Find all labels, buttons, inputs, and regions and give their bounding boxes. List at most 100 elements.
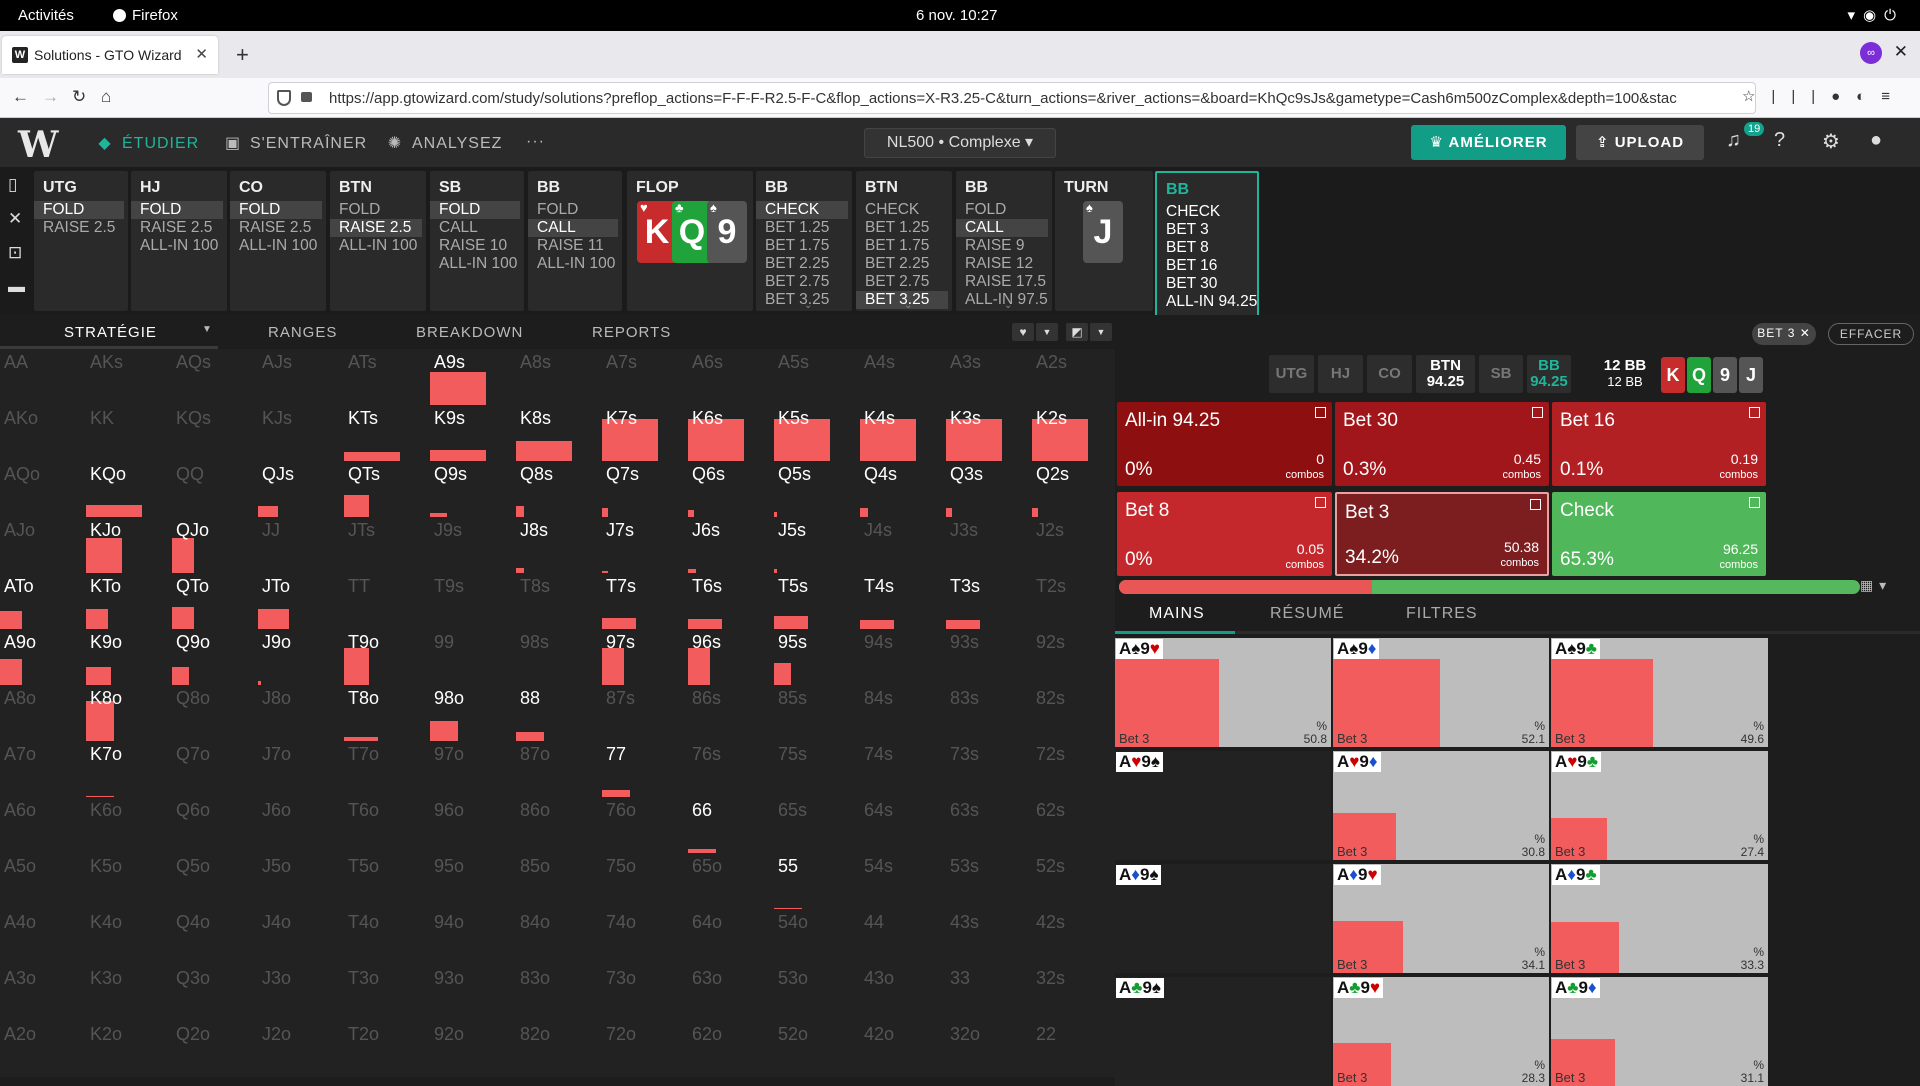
hand-cell[interactable]: 94s (860, 629, 946, 685)
hand-cell[interactable]: Q5s (774, 461, 860, 517)
hand-cell[interactable]: 83s (946, 685, 1032, 741)
hand-cell[interactable]: 85s (774, 685, 860, 741)
hand-cell[interactable]: K3o (86, 965, 172, 1021)
window-close-icon[interactable]: ✕ (1893, 42, 1908, 61)
hand-cell[interactable]: K2o (86, 1021, 172, 1077)
hand-cell[interactable]: 64o (688, 909, 774, 965)
hand-cell[interactable]: J4o (258, 909, 344, 965)
seat-hj[interactable]: HJ (1318, 355, 1363, 393)
hand-cell[interactable]: 66 (688, 797, 774, 853)
hand-cell[interactable]: J7s (602, 517, 688, 573)
tab-filters[interactable]: FILTRES (1406, 605, 1478, 622)
hand-cell[interactable]: Q6s (688, 461, 774, 517)
hand-cell[interactable]: A6o (0, 797, 86, 853)
hand-cell[interactable]: 93s (946, 629, 1032, 685)
action-column-bb[interactable]: BB FOLD CALL RAISE 11 ALL-IN 100 (528, 171, 622, 311)
hand-cell[interactable]: T7s (602, 573, 688, 629)
hand-cell[interactable]: A5o (0, 853, 86, 909)
expand-icon[interactable] (1530, 499, 1541, 510)
action-option[interactable]: BET 2.75 (765, 273, 830, 290)
hand-cell[interactable]: J8o (258, 685, 344, 741)
hand-cell[interactable]: A9o (0, 629, 86, 685)
game-type-select[interactable]: NL500 • Complexe ▾ (864, 128, 1056, 158)
reload-icon[interactable]: ↻ (72, 87, 87, 106)
hand-cell[interactable]: K8s (516, 405, 602, 461)
hand-cell[interactable]: A3s (946, 349, 1032, 405)
action-option[interactable]: CALL (528, 219, 618, 237)
action-box[interactable]: Bet 3 34.2% 50.38 combos (1335, 492, 1549, 576)
upload-button[interactable]: ⇪ UPLOAD (1576, 125, 1704, 160)
hand-cell[interactable]: 96s (688, 629, 774, 685)
action-option[interactable]: BET 16 (1166, 257, 1218, 274)
combo-cell[interactable]: A♥9♠ (1115, 751, 1331, 860)
hand-cell[interactable]: Q9s (430, 461, 516, 517)
close-icon[interactable]: ✕ (8, 209, 23, 228)
hand-cell[interactable]: Q8o (172, 685, 258, 741)
hand-cell[interactable]: A8s (516, 349, 602, 405)
hand-cell[interactable]: A9s (430, 349, 516, 405)
action-option[interactable]: FOLD (131, 201, 223, 219)
hand-cell[interactable]: K9o (86, 629, 172, 685)
combo-cell[interactable]: A♦9♥ Bet 3% 34.1 (1333, 864, 1549, 973)
hand-cell[interactable]: A2s (1032, 349, 1118, 405)
action-option[interactable]: FOLD (34, 201, 124, 219)
action-box[interactable]: Bet 16 0.1% 0.19 combos (1552, 402, 1766, 486)
hand-cell[interactable]: 86s (688, 685, 774, 741)
hand-cell[interactable]: 73s (946, 741, 1032, 797)
hand-cell[interactable]: 53s (946, 853, 1032, 909)
hand-cell[interactable]: 44 (860, 909, 946, 965)
hand-cell[interactable]: T5o (344, 853, 430, 909)
hand-cell[interactable]: J3o (258, 965, 344, 1021)
hand-cell[interactable]: T4o (344, 909, 430, 965)
hand-cell[interactable]: A2o (0, 1021, 86, 1077)
hand-cell[interactable]: 63o (688, 965, 774, 1021)
hand-cell[interactable]: 65s (774, 797, 860, 853)
action-column-bb[interactable]: BB FOLD CALL RAISE 9 RAISE 12 RAISE 17.5 ALL-I… (956, 171, 1052, 311)
hand-cell[interactable]: 99 (430, 629, 516, 685)
hand-cell[interactable]: QTs (344, 461, 430, 517)
hand-cell[interactable]: KQo (86, 461, 172, 517)
action-box[interactable]: Check 65.3% 96.25 combos (1552, 492, 1766, 576)
hand-cell[interactable]: T6s (688, 573, 774, 629)
hand-cell[interactable]: 43o (860, 965, 946, 1021)
hand-cell[interactable]: 75s (774, 741, 860, 797)
hand-cell[interactable]: Q9o (172, 629, 258, 685)
hand-cell[interactable]: Q7o (172, 741, 258, 797)
action-column-utg[interactable]: UTG FOLD RAISE 2.5 (34, 171, 128, 311)
action-option[interactable]: FOLD (339, 201, 381, 218)
hand-cell[interactable]: J2s (1032, 517, 1118, 573)
toolbar-icons[interactable]: ☆|||●◐≡ (1741, 88, 1906, 105)
hand-cell[interactable]: AJo (0, 517, 86, 573)
expand-icon[interactable] (1749, 497, 1760, 508)
action-option[interactable]: RAISE 2.5 (43, 219, 116, 236)
display-dropdown-icon[interactable]: ▼ (1090, 323, 1112, 341)
action-option[interactable]: ALL-IN 100 (140, 237, 219, 254)
hand-cell[interactable]: 53o (774, 965, 860, 1021)
hand-cell[interactable]: A4o (0, 909, 86, 965)
hand-cell[interactable]: K4s (860, 405, 946, 461)
hand-cell[interactable]: K7o (86, 741, 172, 797)
hand-cell[interactable]: K6o (86, 797, 172, 853)
action-option[interactable]: CHECK (756, 201, 848, 219)
action-option[interactable]: RAISE 11 (537, 237, 604, 254)
nav-train[interactable]: ▣ S'ENTRAÎNER (224, 133, 367, 153)
action-option[interactable]: FOLD (230, 201, 322, 219)
hand-cell[interactable]: T2s (1032, 573, 1118, 629)
combo-cell[interactable]: A♥9♣ Bet 3% 27.4 (1551, 751, 1768, 860)
hand-cell[interactable]: A6s (688, 349, 774, 405)
hand-cell[interactable]: 42s (1032, 909, 1118, 965)
hand-cell[interactable]: A7s (602, 349, 688, 405)
bell-icon[interactable]: ♫ (1726, 129, 1741, 151)
hand-cell[interactable]: Q3s (946, 461, 1032, 517)
hand-cell[interactable]: 54s (860, 853, 946, 909)
hand-cell[interactable]: K5o (86, 853, 172, 909)
hand-cell[interactable]: 95o (430, 853, 516, 909)
hand-cell[interactable]: A5s (774, 349, 860, 405)
hand-cell[interactable]: 72o (602, 1021, 688, 1077)
hand-cell[interactable]: J6o (258, 797, 344, 853)
tab-ranges[interactable]: RANGES (268, 324, 338, 341)
action-option[interactable]: BET 3.25 (765, 291, 830, 308)
hand-cell[interactable]: TT (344, 573, 430, 629)
action-option[interactable]: FOLD (537, 201, 579, 218)
hand-cell[interactable]: AKo (0, 405, 86, 461)
